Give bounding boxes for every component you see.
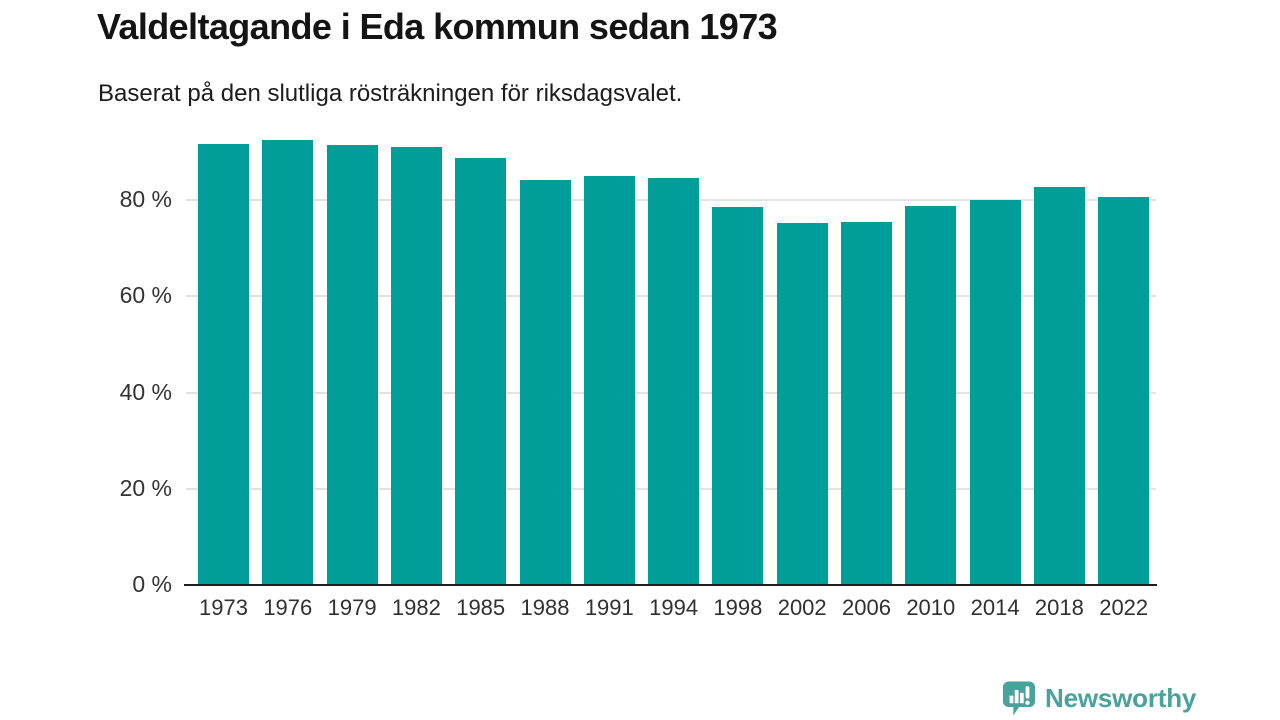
bar-1973 — [198, 143, 249, 584]
x-tick-label: 1991 — [584, 595, 634, 620]
y-tick-label: 20 % — [119, 474, 172, 501]
bar-1994 — [648, 177, 700, 584]
newsworthy-chart-bubble-icon — [1002, 681, 1036, 716]
x-tick-label: 2014 — [970, 595, 1020, 620]
x-tick-label: 1976 — [263, 595, 313, 620]
chart-subtitle: Baserat på den slutliga rösträkningen fö… — [98, 80, 683, 107]
x-tick-label: 1982 — [391, 595, 441, 620]
bar-1982 — [390, 147, 442, 584]
bar-2002 — [776, 223, 828, 584]
x-tick-label: 1998 — [713, 595, 763, 620]
bar-1985 — [455, 157, 507, 584]
bar-2010 — [905, 206, 957, 584]
x-tick-label: 1979 — [327, 595, 377, 620]
x-tick-label: 1973 — [199, 595, 248, 620]
x-tick-label: 2022 — [1099, 595, 1149, 620]
x-tick-label: 1994 — [649, 595, 699, 620]
x-tick-label: 2010 — [906, 595, 956, 620]
y-tick-label: 40 % — [119, 378, 172, 405]
bar-1976 — [262, 140, 314, 584]
chart-title: Valdeltagande i Eda kommun sedan 1973 — [97, 6, 778, 47]
bar-2022 — [1098, 196, 1150, 584]
newsworthy-wordmark: Newsworthy — [1045, 683, 1197, 713]
y-tick-label: 60 % — [119, 282, 172, 309]
x-tick-label: 1988 — [520, 595, 570, 620]
newsworthy-logo: Newsworthy — [1002, 680, 1196, 717]
y-tick-label: 80 % — [119, 186, 172, 213]
bar-2018 — [1033, 187, 1085, 584]
x-tick-label: 2002 — [777, 595, 827, 620]
bar-1998 — [712, 207, 764, 584]
y-tick-label: 0 % — [132, 571, 172, 597]
bar-1988 — [519, 180, 571, 584]
x-tick-label: 2006 — [842, 595, 891, 620]
x-tick-label: 2018 — [1034, 595, 1084, 620]
bar-1991 — [583, 175, 635, 584]
x-tick-label: 1985 — [456, 595, 506, 620]
bar-1979 — [326, 145, 378, 584]
bar-2014 — [969, 199, 1021, 584]
x-axis-line — [184, 584, 1157, 586]
bar-2006 — [841, 221, 892, 584]
